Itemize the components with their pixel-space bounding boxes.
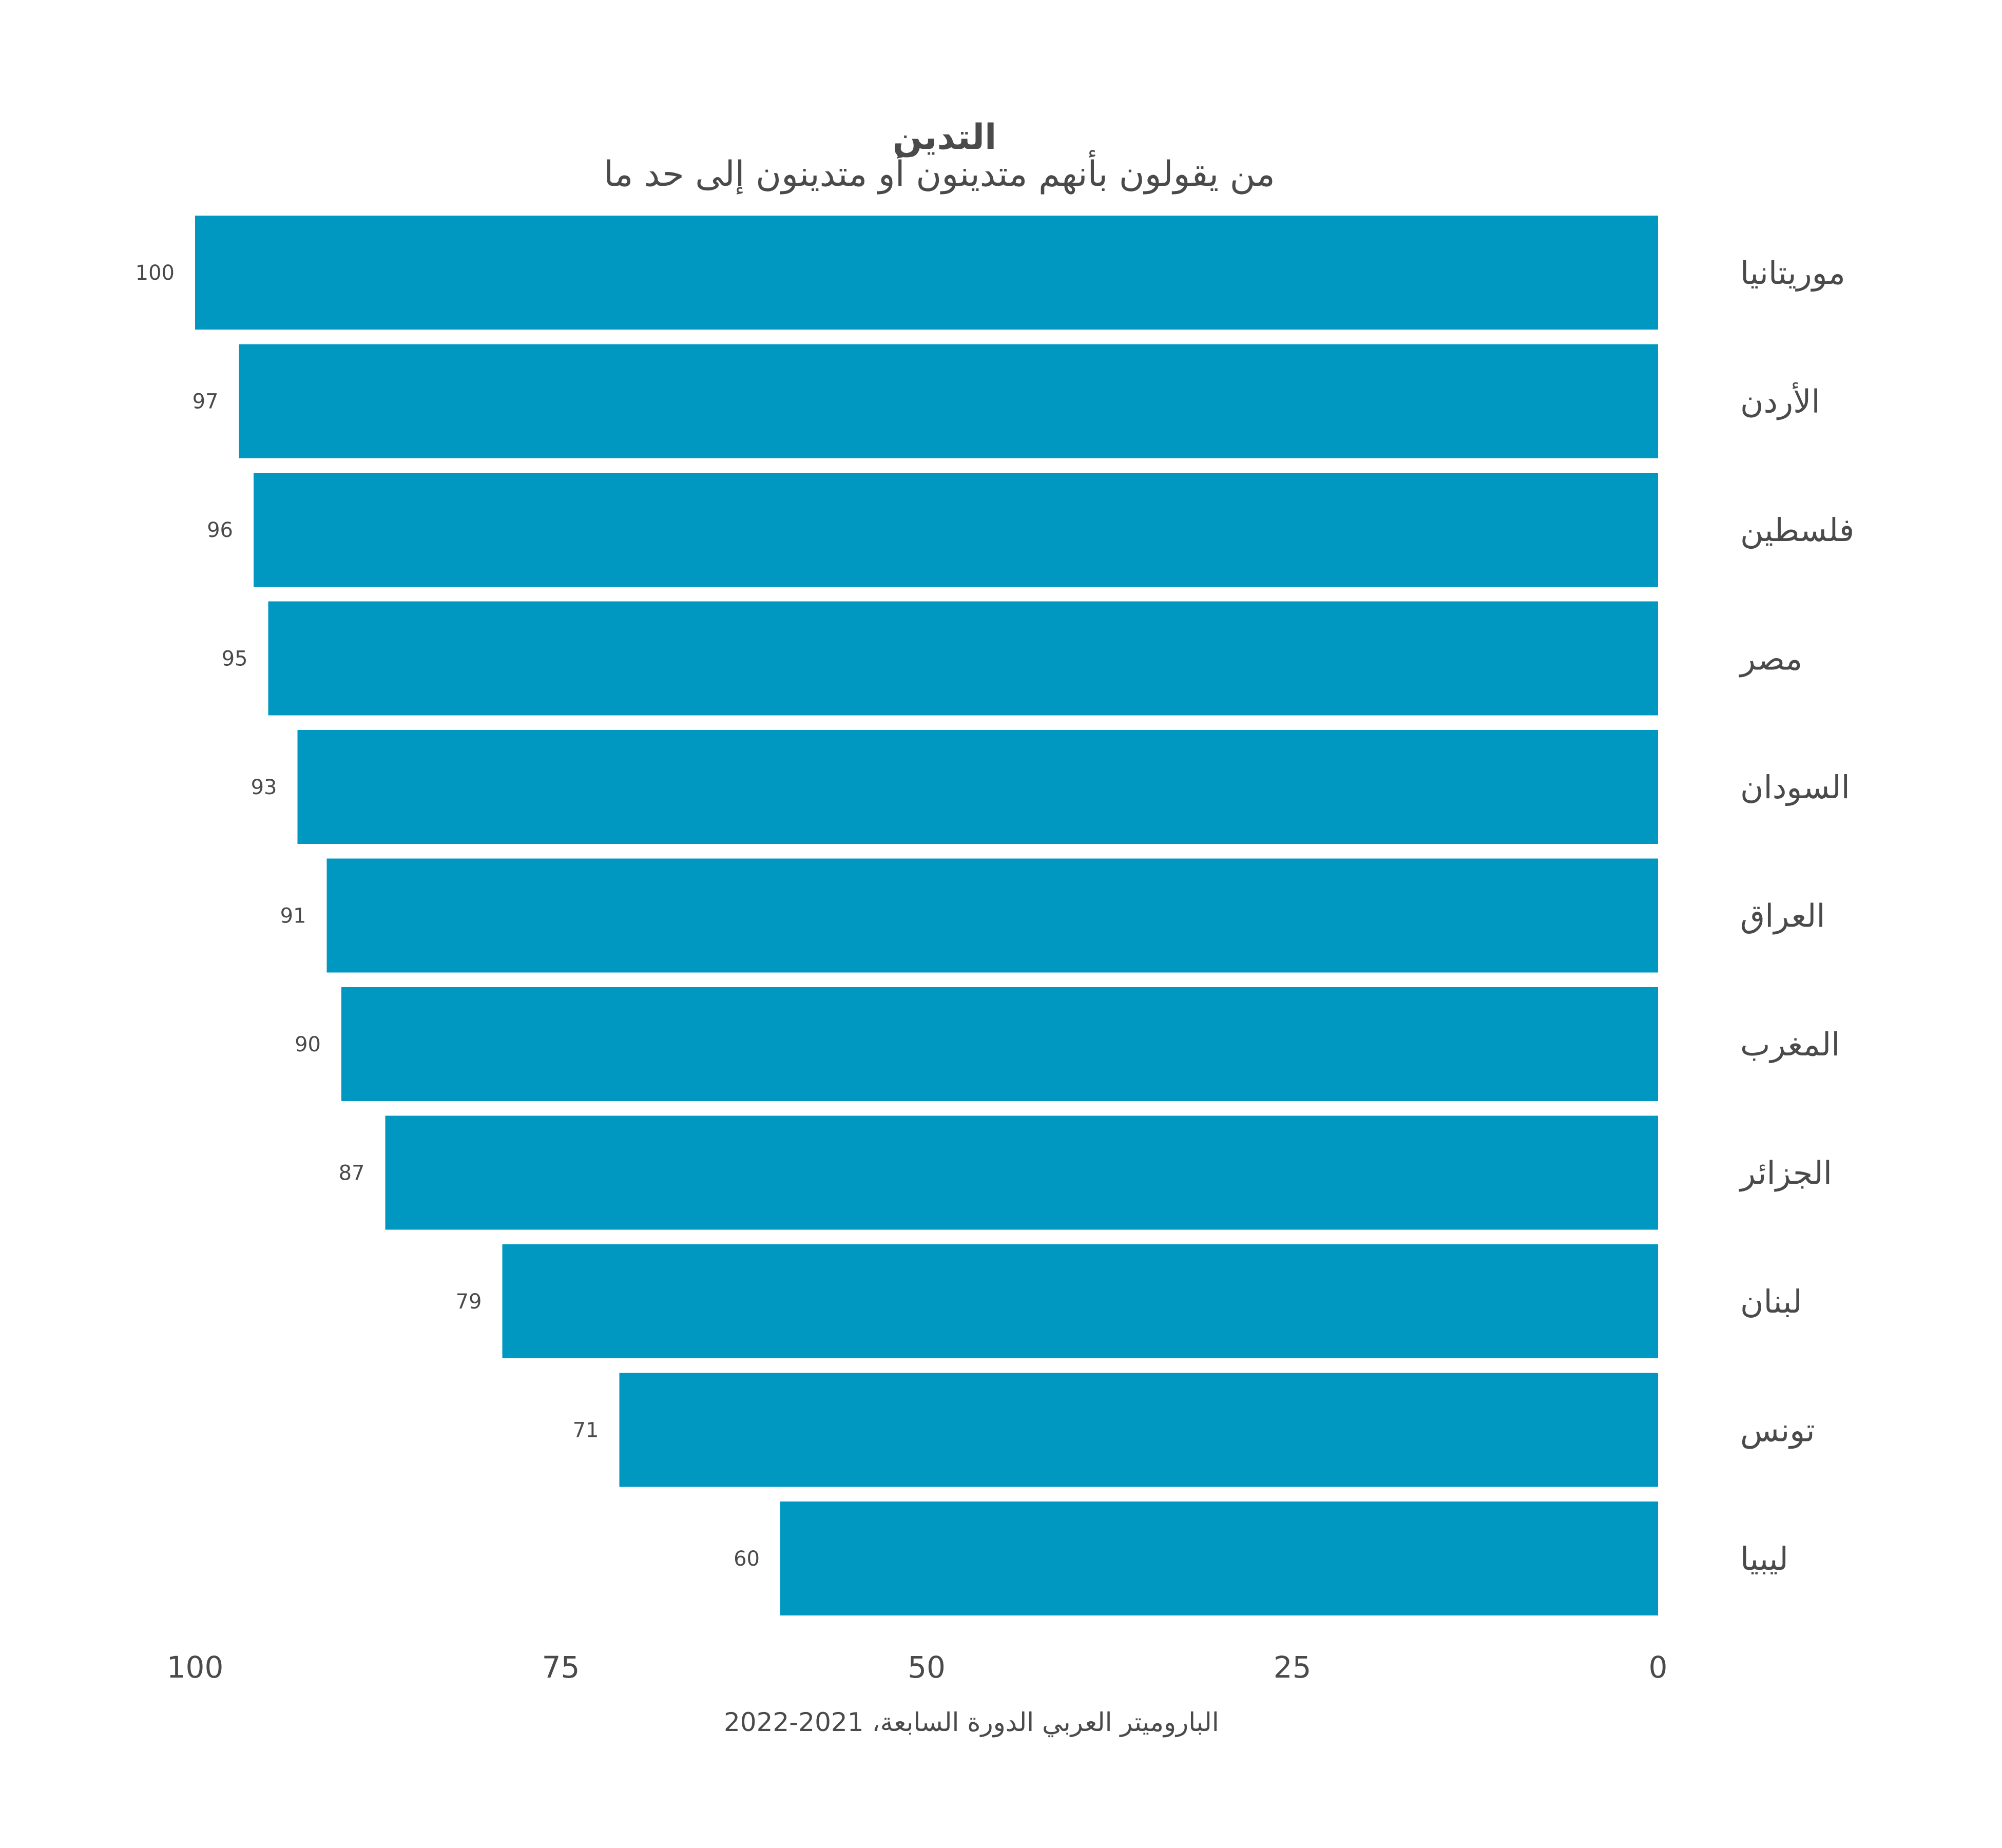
chart-title: التدين [893,117,997,158]
data-label: 79 [456,1290,482,1314]
category-label: ليبيا [1740,1540,1788,1577]
data-label: 90 [295,1033,321,1056]
chart-subtitle: من يقولون بأنهم متدينون أو متدينون إلى ح… [604,150,1275,195]
category-label: موريتانيا [1740,254,1845,292]
data-label: 91 [280,904,306,928]
data-label: 71 [573,1419,599,1442]
x-tick-label: 0 [1649,1650,1668,1685]
data-label: 96 [207,518,233,542]
data-label: 60 [734,1547,760,1571]
bar [326,858,1658,973]
x-tick-label: 25 [1274,1650,1312,1685]
category-label: فلسطين [1740,511,1854,549]
bars-group: 100 موريتانيا 97 الأردن 96 فلسطين 95 مصر 93 السود… [136,216,1854,1615]
data-label: 95 [222,647,248,671]
category-label: السودان [1740,768,1850,806]
category-label: العراق [1740,897,1825,935]
data-label: 100 [136,261,175,285]
bar [268,601,1658,716]
source-note: الباروميتر العربي الدورة السابعة، 2021-2… [724,1707,1219,1738]
bar [385,1115,1658,1230]
category-label: مصر [1739,640,1802,678]
bar [239,344,1658,458]
category-label: الجزائر [1739,1154,1832,1192]
bar [341,987,1658,1101]
x-tick-label: 75 [542,1650,580,1685]
x-tick-label: 50 [908,1650,946,1685]
data-label: 97 [192,390,219,414]
category-label: لبنان [1740,1283,1802,1320]
category-label: الأردن [1740,382,1820,420]
data-label: 87 [339,1162,365,1185]
bar [254,473,1658,587]
data-label: 93 [251,776,277,799]
bar [780,1502,1658,1615]
bar [619,1373,1658,1487]
x-axis-ticks: 100 75 50 25 0 [167,1650,1668,1685]
x-tick-label: 100 [167,1650,224,1685]
category-label: المغرب [1740,1026,1840,1063]
bar [195,216,1658,330]
bar [297,730,1658,844]
bar [502,1244,1658,1358]
category-label: تونس [1740,1412,1815,1449]
